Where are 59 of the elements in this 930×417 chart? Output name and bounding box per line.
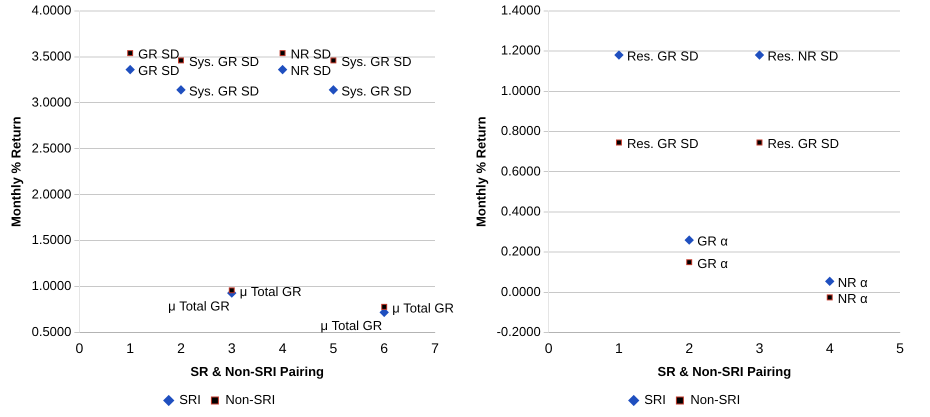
y-tick-label: 1.0000 xyxy=(500,82,541,98)
y-tick-label: 4.0000 xyxy=(32,2,72,18)
x-axis-title: SR & Non-SRI Pairing xyxy=(658,364,792,379)
annotation: GR α xyxy=(697,234,728,249)
annotation: GR SD xyxy=(138,46,180,62)
x-tick-label: 3 xyxy=(228,340,236,356)
annotation: GR α xyxy=(697,256,728,271)
annotation: μ Total GR xyxy=(240,284,302,299)
legend-label: Non-SRI xyxy=(690,392,740,408)
annotation: NR α xyxy=(838,274,868,290)
annotation: μ Total GR xyxy=(320,318,382,333)
annotation: Res. GR SD xyxy=(626,48,698,64)
x-tick-label: 1 xyxy=(126,340,134,356)
annotation: Res. NR SD xyxy=(767,48,838,64)
x-tick-label: 7 xyxy=(431,340,440,356)
x-tick-label: 4 xyxy=(278,340,287,356)
x-tick-label: 2 xyxy=(685,340,694,356)
y-tick-label: 3.5000 xyxy=(32,48,72,64)
annotation: Res. GR SD xyxy=(767,136,839,152)
y-tick-label: 1.5000 xyxy=(32,232,72,248)
annotation: Res. GR SD xyxy=(626,136,698,152)
annotation: Sys. GR SD xyxy=(341,54,412,70)
x-tick-label: 1 xyxy=(615,340,624,356)
x-tick-label: 3 xyxy=(756,340,764,356)
x-tick-label: 2 xyxy=(177,340,186,356)
y-axis-title: Monthly % Return xyxy=(473,116,488,227)
annotation: NR α xyxy=(838,290,868,306)
y-tick-label: 0.5000 xyxy=(32,324,72,340)
y-axis-title: Monthly % Return xyxy=(8,116,24,227)
x-tick-label: 5 xyxy=(329,340,338,356)
y-tick-label: 0.6000 xyxy=(500,163,541,178)
annotation: Sys. GR SD xyxy=(341,83,412,98)
annotation: NR SD xyxy=(290,63,332,78)
legend-label: Non-SRI xyxy=(225,392,276,408)
annotation: NR SD xyxy=(290,46,332,62)
y-tick-label: 2.0000 xyxy=(32,186,72,202)
annotation: GR SD xyxy=(138,63,180,78)
x-tick-label: 0 xyxy=(544,340,553,356)
x-tick-label: 0 xyxy=(75,340,84,356)
annotation: Sys. GR SD xyxy=(188,54,260,70)
y-tick-label: 1.4000 xyxy=(500,2,541,18)
y-tick-label: 0.8000 xyxy=(500,123,541,138)
y-tick-label: 3.0000 xyxy=(32,94,72,110)
legend-label: SRI xyxy=(179,392,201,408)
legend-label: SRI xyxy=(644,392,666,408)
y-tick-label: 1.0000 xyxy=(32,278,72,294)
y-tick-label: 0.0000 xyxy=(500,284,541,299)
annotation: Sys. GR SD xyxy=(188,83,260,98)
x-tick-label: 5 xyxy=(896,340,904,356)
x-tick-label: 6 xyxy=(380,340,388,356)
x-tick-label: 4 xyxy=(826,340,834,356)
y-tick-label: 0.2000 xyxy=(500,244,541,259)
annotation: μ Total GR xyxy=(392,300,454,316)
y-tick-label: -0.2000 xyxy=(496,324,541,340)
y-tick-label: 0.4000 xyxy=(500,204,541,219)
annotation: μ Total GR xyxy=(168,298,230,314)
y-tick-label: 2.5000 xyxy=(32,140,72,156)
y-tick-label: 1.2000 xyxy=(500,42,541,58)
x-axis-title: SR & Non-SRI Pairing xyxy=(190,364,324,379)
